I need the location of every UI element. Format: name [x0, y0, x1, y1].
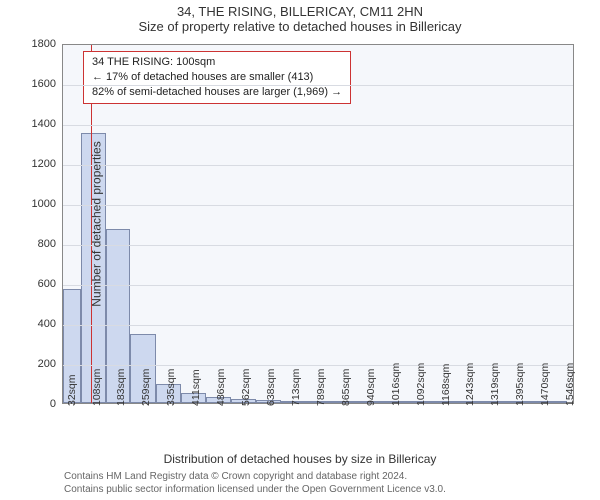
- y-tick-label: 600: [16, 278, 56, 290]
- gridline: [63, 285, 573, 286]
- gridline: [63, 85, 573, 86]
- footer-line: Contains HM Land Registry data © Crown c…: [64, 470, 446, 483]
- y-tick-label: 400: [16, 318, 56, 330]
- gridline: [63, 205, 573, 206]
- title-address: 34, THE RISING, BILLERICAY, CM11 2HN: [0, 0, 600, 19]
- title-subtitle: Size of property relative to detached ho…: [0, 19, 600, 40]
- y-tick-label: 1000: [16, 198, 56, 210]
- chart-container: 34 THE RISING: 100sqm ← 17% of detached …: [62, 44, 574, 404]
- gridline: [63, 165, 573, 166]
- plot-area: 34 THE RISING: 100sqm ← 17% of detached …: [62, 44, 574, 404]
- y-tick-label: 1200: [16, 158, 56, 170]
- gridline: [63, 125, 573, 126]
- annotation-line: 34 THE RISING: 100sqm: [92, 55, 342, 70]
- y-tick-label: 1800: [16, 38, 56, 50]
- gridline: [63, 245, 573, 246]
- y-axis-title: Number of detached properties: [90, 141, 104, 306]
- x-axis-title: Distribution of detached houses by size …: [0, 452, 600, 466]
- annotation-box: 34 THE RISING: 100sqm ← 17% of detached …: [83, 51, 351, 104]
- annotation-line: 82% of semi-detached houses are larger (…: [92, 85, 342, 100]
- y-tick-label: 800: [16, 238, 56, 250]
- y-tick-label: 1400: [16, 118, 56, 130]
- annotation-line: ← 17% of detached houses are smaller (41…: [92, 70, 342, 85]
- footer-attribution: Contains HM Land Registry data © Crown c…: [64, 470, 446, 496]
- y-tick-label: 1600: [16, 78, 56, 90]
- gridline: [63, 325, 573, 326]
- y-tick-label: 0: [16, 398, 56, 410]
- y-tick-label: 200: [16, 358, 56, 370]
- footer-line: Contains public sector information licen…: [64, 483, 446, 496]
